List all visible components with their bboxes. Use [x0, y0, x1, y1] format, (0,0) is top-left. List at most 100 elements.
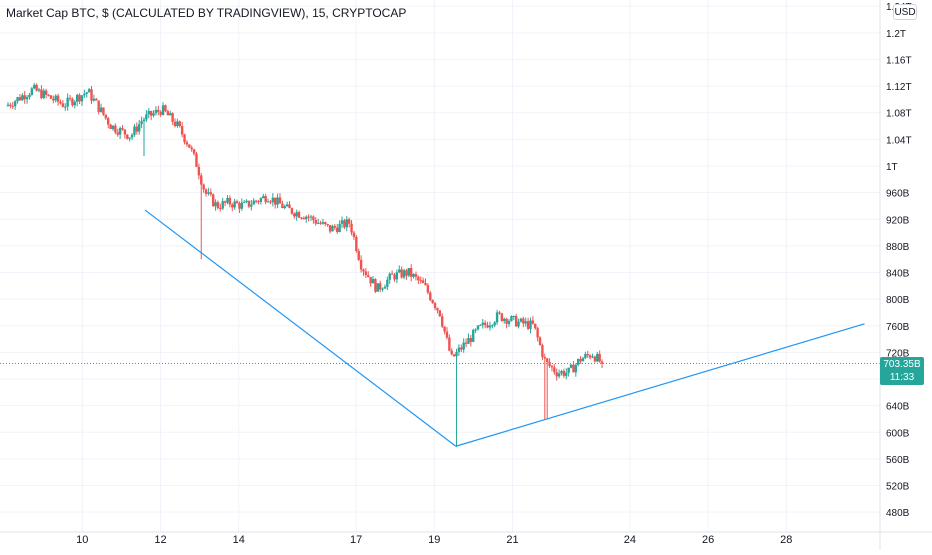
candle — [407, 268, 411, 278]
candle — [126, 134, 129, 140]
candle — [171, 112, 174, 125]
candle — [138, 119, 141, 135]
candle — [553, 364, 556, 375]
candle — [343, 218, 346, 230]
candle — [591, 353, 594, 359]
candle — [83, 89, 86, 99]
candle — [395, 269, 399, 284]
candle — [460, 344, 463, 353]
candle — [97, 100, 100, 115]
candle — [25, 95, 29, 104]
candle — [247, 200, 251, 209]
candle — [33, 82, 36, 90]
trendline[interactable] — [455, 323, 865, 447]
candle — [505, 317, 508, 329]
candle — [242, 200, 246, 204]
candle — [500, 312, 504, 322]
trendlines[interactable] — [144, 209, 865, 447]
candle — [204, 188, 208, 197]
candle — [118, 126, 122, 139]
candle — [545, 357, 549, 419]
candle — [336, 224, 339, 235]
candle — [147, 108, 150, 119]
candle — [302, 216, 306, 220]
candle — [9, 102, 12, 109]
candle — [331, 224, 334, 232]
candle — [309, 214, 313, 221]
candle — [262, 193, 265, 199]
candle — [345, 216, 348, 232]
y-tick-label: 1.16T — [886, 55, 912, 66]
x-tick-label: 24 — [624, 534, 636, 546]
candle — [398, 265, 401, 274]
candle — [11, 101, 14, 109]
candle — [441, 313, 444, 329]
candle — [452, 354, 456, 357]
candle — [543, 353, 546, 419]
candle — [557, 369, 561, 379]
candle — [59, 99, 62, 105]
candle — [52, 95, 55, 104]
candle — [324, 221, 327, 227]
candle — [588, 354, 592, 360]
candle — [577, 358, 580, 367]
candle — [164, 104, 167, 113]
candle — [28, 92, 31, 100]
candle — [436, 307, 439, 314]
candles — [6, 82, 604, 447]
candle — [429, 290, 432, 302]
candle — [21, 93, 24, 102]
candle — [498, 310, 501, 315]
candle — [68, 94, 72, 102]
candle — [326, 223, 329, 227]
candle — [364, 268, 368, 279]
candle — [37, 87, 41, 93]
candle — [321, 218, 325, 225]
currency-button[interactable]: USD — [893, 4, 917, 20]
candle — [503, 317, 506, 324]
candle — [328, 225, 332, 234]
trendline[interactable] — [144, 209, 457, 447]
candle — [355, 234, 358, 253]
candle — [109, 123, 112, 130]
candle — [140, 116, 143, 129]
candle — [574, 363, 578, 377]
candle — [47, 94, 50, 97]
candle — [431, 299, 434, 304]
candle — [481, 318, 484, 329]
x-tick-label: 28 — [780, 534, 792, 546]
candle — [75, 93, 79, 107]
candle — [581, 356, 585, 362]
candle — [474, 328, 477, 334]
candle — [307, 214, 310, 222]
candle — [281, 200, 284, 209]
candle — [99, 103, 103, 113]
candle — [104, 114, 108, 120]
candle — [531, 316, 535, 325]
candle — [42, 88, 45, 100]
last-price-value: 703.35B — [883, 359, 921, 371]
candle — [200, 172, 203, 260]
candle — [536, 326, 539, 342]
candle — [78, 93, 81, 105]
candle — [274, 197, 277, 209]
time-axis[interactable]: 10 12 14 17 19 21 24 26 28 — [0, 531, 932, 546]
x-tick-label: 10 — [76, 534, 88, 546]
candle — [400, 266, 403, 279]
candle — [114, 123, 117, 135]
y-tick-label: 840B — [886, 269, 910, 280]
candle — [376, 283, 379, 292]
candle — [271, 193, 275, 207]
candle — [259, 197, 263, 205]
x-tick-label: 21 — [506, 534, 518, 546]
candle — [369, 276, 372, 287]
price-axis[interactable]: 480B 520B 560B 600B 640B 720B 760B 800B 840B 880B… — [879, 0, 912, 550]
candle — [278, 193, 282, 204]
candle — [541, 343, 544, 361]
candle — [257, 200, 260, 205]
candle — [519, 317, 523, 323]
candle — [464, 338, 468, 348]
candle — [433, 301, 437, 311]
